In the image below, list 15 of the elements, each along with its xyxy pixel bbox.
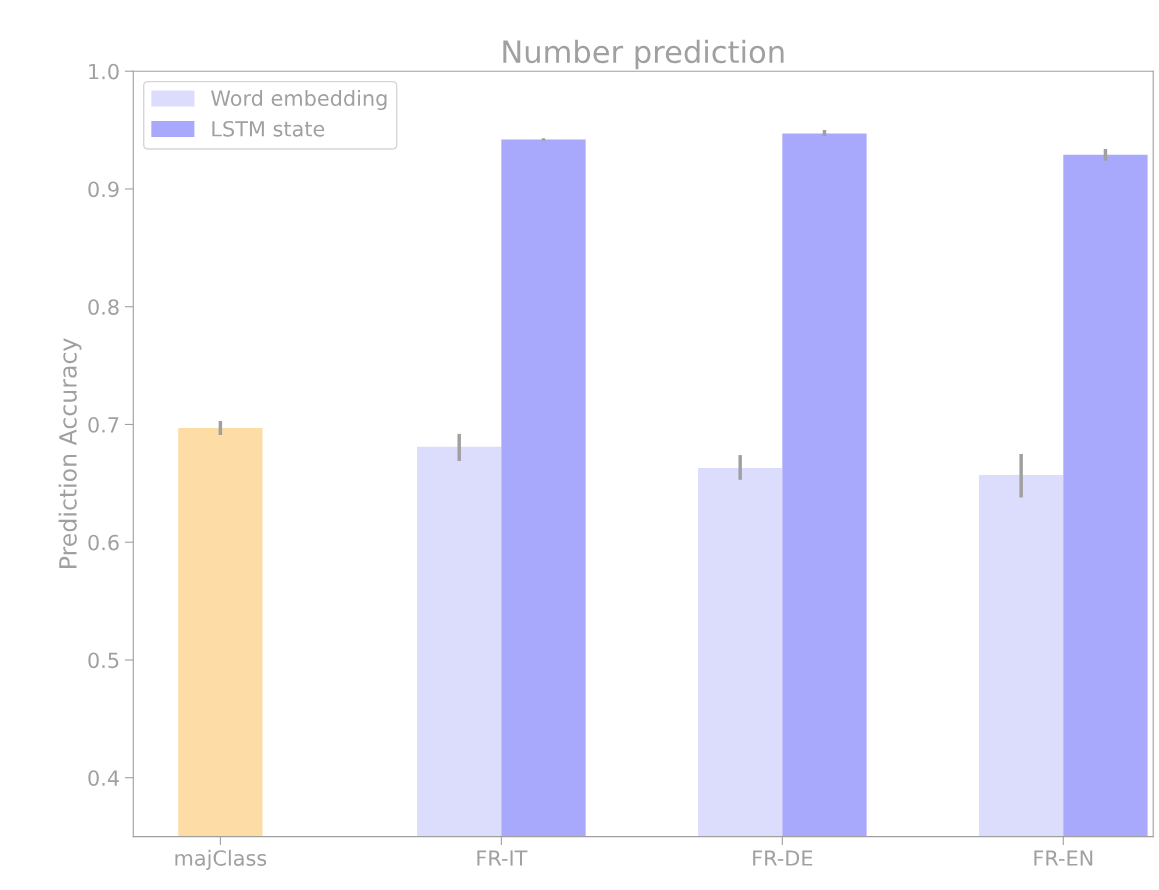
y-axis-title: Prediction Accuracy (58, 338, 82, 568)
chart-title: Number prediction (503, 39, 784, 70)
y-tick-label: 0.5 (88, 652, 119, 669)
legend-label: LSTM state (212, 120, 325, 137)
y-tick-label: 0.9 (88, 181, 119, 198)
x-tick-label: FR-EN (1034, 850, 1093, 866)
y-tick-label: 0.8 (88, 299, 119, 315)
x-tick-label: majClass (175, 849, 267, 870)
y-tick-label: 0.4 (88, 770, 119, 786)
legend-label: Word embedding (211, 89, 387, 111)
x-tick-label: FR-IT (477, 850, 528, 866)
y-tick-label: 1.0 (89, 63, 119, 80)
y-tick-label: 0.7 (88, 416, 119, 433)
y-tick-label: 0.6 (88, 534, 119, 551)
x-tick-label: FR-DE (753, 850, 813, 866)
